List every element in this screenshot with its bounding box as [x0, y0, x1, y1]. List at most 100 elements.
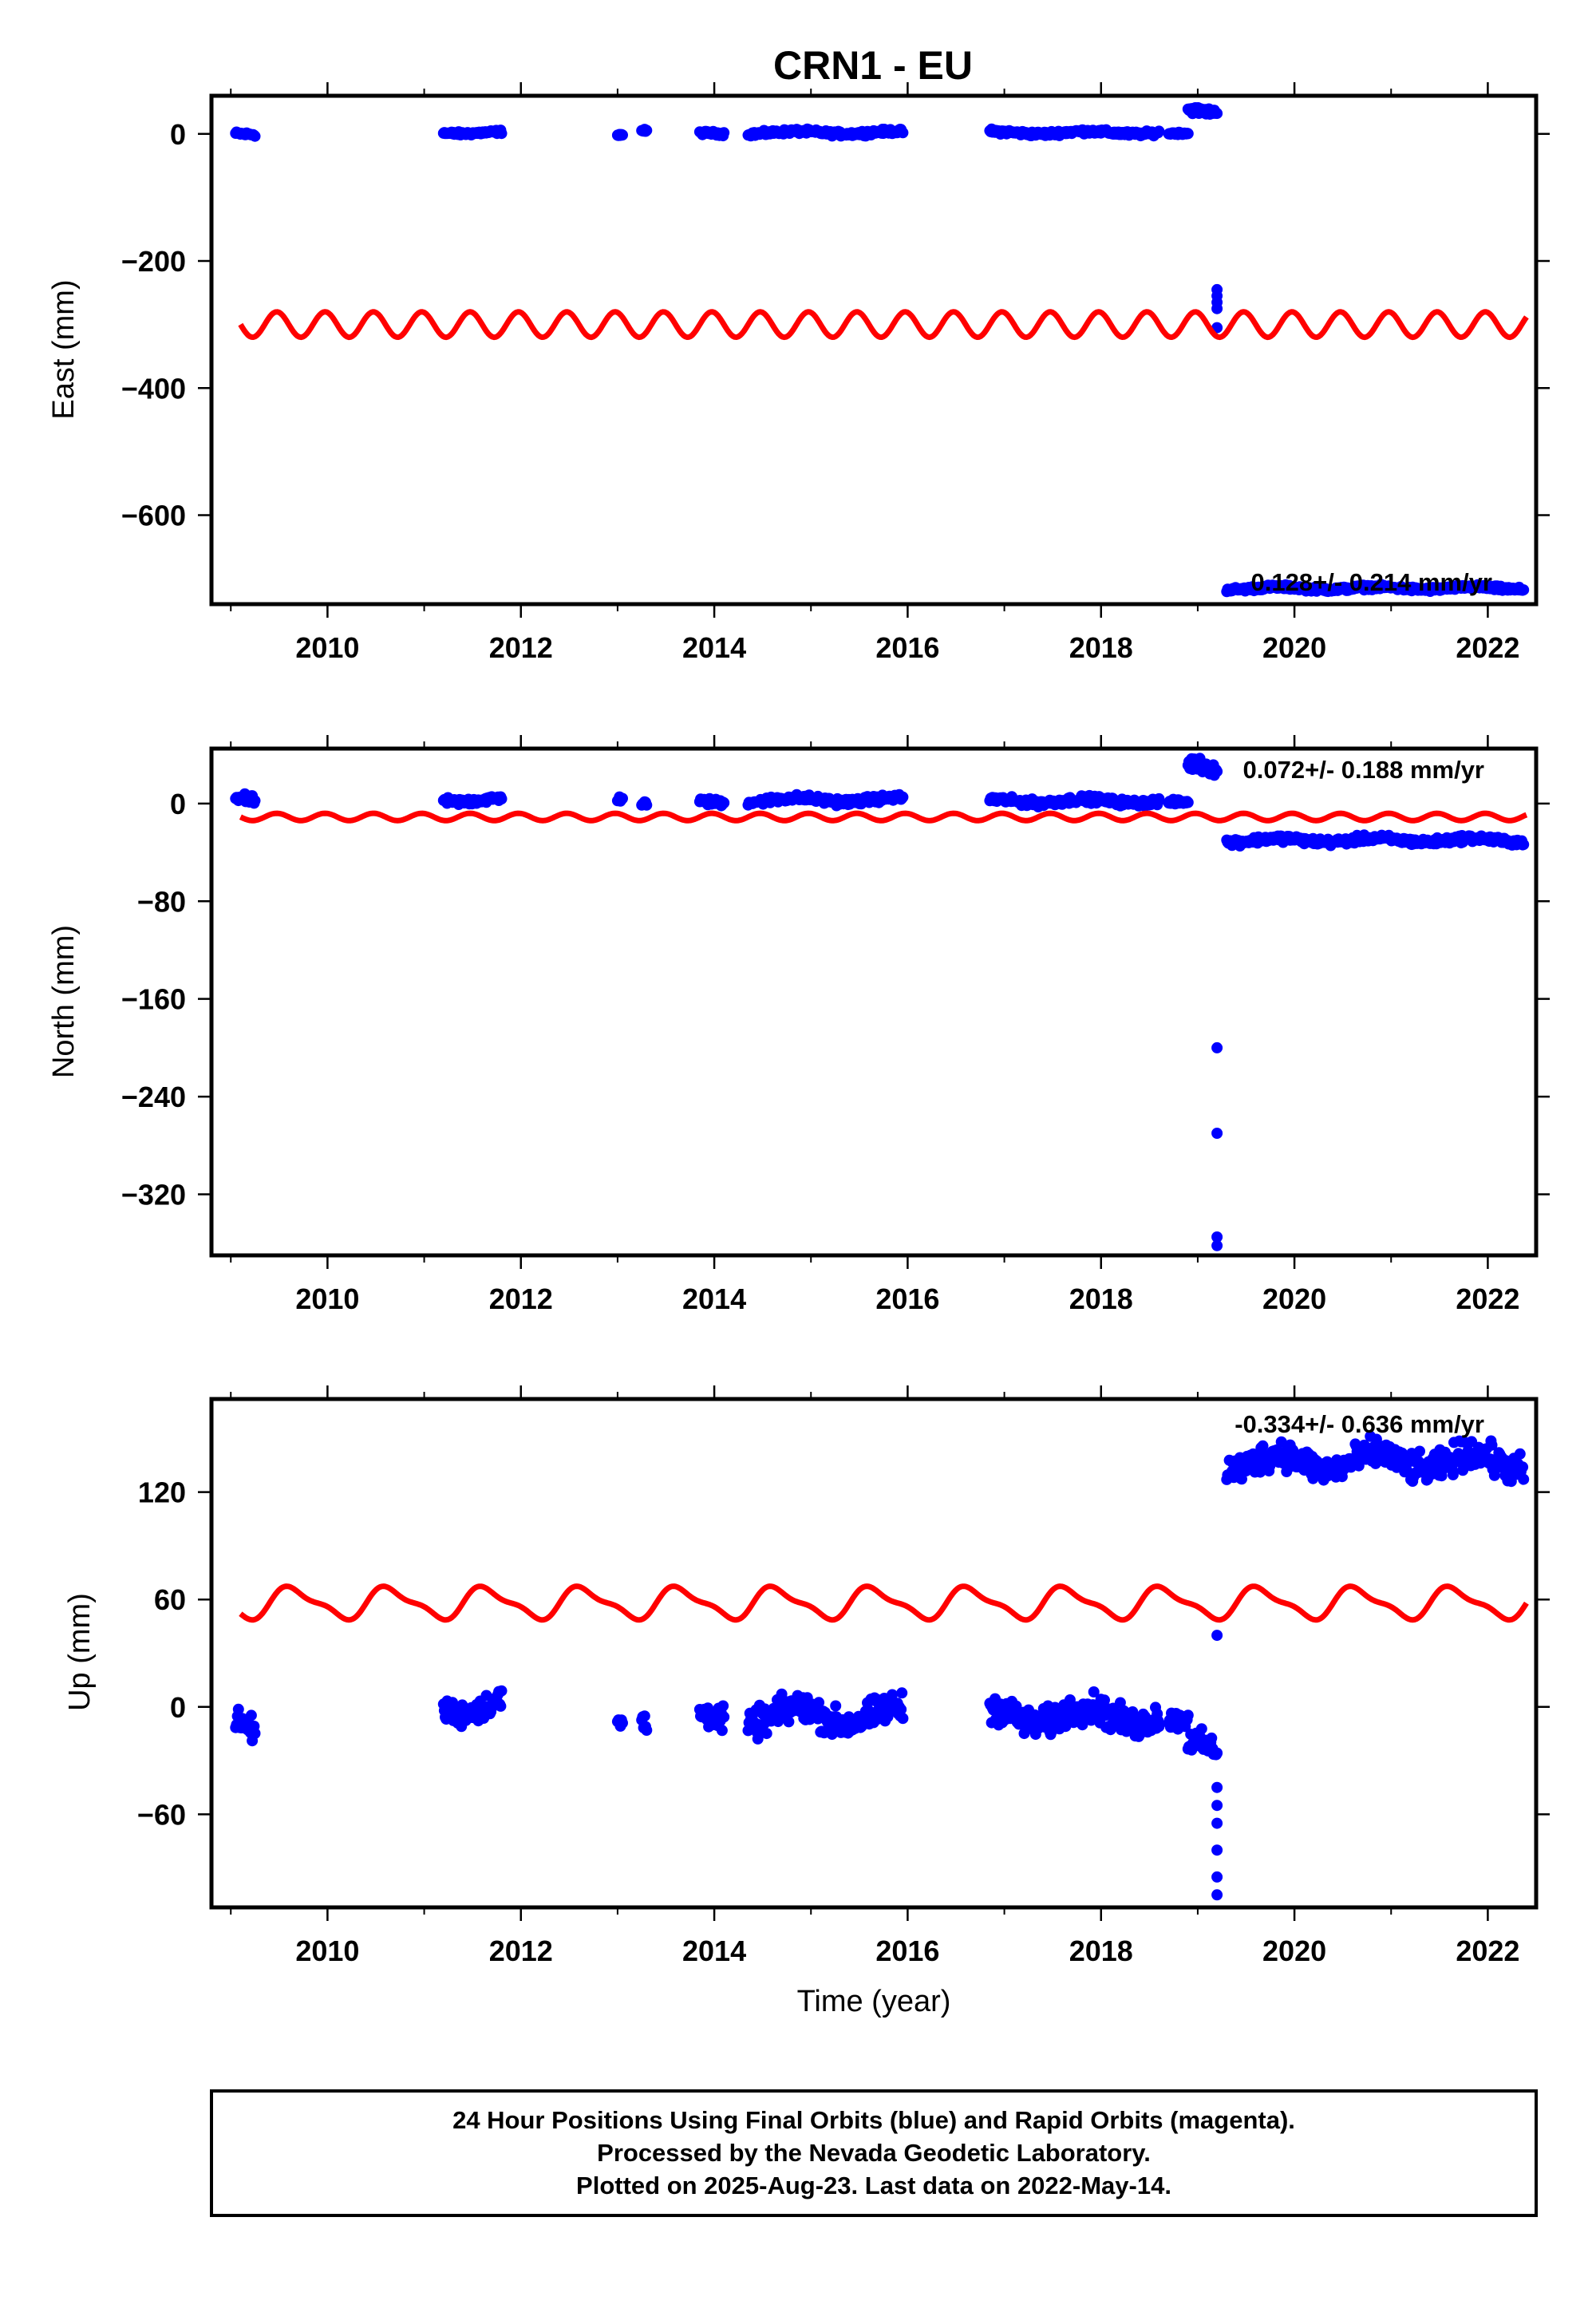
data-point-outlier — [1211, 1128, 1223, 1139]
data-point — [617, 129, 628, 141]
data-point — [896, 1687, 908, 1699]
data-point — [617, 792, 628, 804]
y-tick-label: −160 — [121, 983, 186, 1016]
x-tick-label: 2022 — [1456, 1935, 1519, 1967]
model-curve — [239, 810, 1528, 824]
x-axis-label: Time (year) — [797, 1985, 951, 2018]
data-point — [1099, 1694, 1110, 1706]
data-point — [1182, 796, 1194, 808]
data-series — [230, 1430, 1530, 1901]
data-point — [718, 797, 730, 808]
data-point — [718, 1711, 730, 1723]
data-point — [1153, 125, 1165, 137]
data-point — [638, 1710, 650, 1722]
data-point — [1211, 765, 1223, 777]
y-axis-label: North (mm) — [47, 925, 81, 1078]
chart-title: CRN1 - EU — [773, 43, 973, 88]
y-tick-label: −240 — [121, 1081, 186, 1113]
data-point-outlier — [1211, 1041, 1223, 1053]
y-tick-label: −80 — [137, 885, 186, 918]
north-panel: 2010 2012 2014 2016 2018 2020 2022 −320 −240 −160… — [47, 735, 1550, 1315]
x-tick-label: 2016 — [875, 631, 939, 664]
data-point — [783, 1716, 795, 1728]
x-tick-label: 2020 — [1262, 1282, 1326, 1315]
data-point-outlier — [1211, 302, 1223, 314]
data-point — [1153, 792, 1165, 804]
data-point-outlier — [1211, 1817, 1223, 1829]
model-curve — [238, 309, 1529, 341]
x-tick-label: 2010 — [295, 1282, 359, 1315]
data-point — [249, 1728, 261, 1739]
up-panel: 2010 2012 2014 2016 2018 2020 2022 −60 0 60 120 Up … — [63, 1385, 1550, 2018]
data-point — [496, 1685, 508, 1697]
data-point — [1518, 1473, 1530, 1485]
data-point — [1211, 1747, 1223, 1759]
footer-box: 24 Hour Positions Using Final Orbits (bl… — [210, 2089, 1538, 2217]
data-point — [897, 791, 909, 803]
x-tick-label: 2012 — [489, 1282, 553, 1315]
data-point — [232, 1703, 244, 1715]
data-point — [496, 793, 508, 804]
data-point — [1257, 1440, 1269, 1452]
x-tick-label: 2012 — [489, 631, 553, 664]
x-tick-label: 2018 — [1069, 631, 1133, 664]
footer-line-2: Processed by the Nevada Geodetic Laborat… — [597, 2139, 1151, 2167]
x-tick-label: 2016 — [875, 1935, 939, 1967]
plot-frame — [209, 93, 1539, 607]
data-point — [830, 1700, 842, 1712]
x-tick-label: 2022 — [1456, 1282, 1519, 1315]
x-tick-label: 2014 — [682, 1282, 746, 1315]
model-curve — [239, 1583, 1529, 1623]
y-axis-label: East (mm) — [47, 279, 81, 419]
y-tick-label: −600 — [121, 500, 186, 532]
data-point — [1064, 1694, 1076, 1705]
data-point — [496, 128, 508, 140]
plot-frame — [209, 746, 1539, 1258]
y-tick-label: 0 — [170, 118, 186, 151]
data-point — [1153, 1721, 1165, 1733]
x-tick-label: 2020 — [1262, 631, 1326, 664]
data-series — [230, 102, 1530, 598]
x-tick-label: 2010 — [295, 1935, 359, 1967]
rate-annotation: 0.072+/- 0.188 mm/yr — [1243, 756, 1484, 784]
data-point — [1088, 1686, 1100, 1697]
data-point — [1353, 1460, 1365, 1472]
y-tick-label: −200 — [121, 245, 186, 278]
data-point — [641, 124, 653, 136]
data-point-outlier — [1211, 1889, 1223, 1901]
data-point-outlier — [1211, 1231, 1223, 1243]
data-point — [1518, 839, 1530, 851]
data-point — [249, 795, 261, 807]
data-point — [1211, 108, 1223, 120]
data-point — [897, 127, 909, 139]
data-point-outlier — [1211, 1871, 1223, 1883]
footer-line-1: 24 Hour Positions Using Final Orbits (bl… — [452, 2106, 1295, 2134]
data-point-outlier — [1211, 1781, 1223, 1793]
data-point-outlier — [1211, 1844, 1223, 1856]
data-point — [1517, 1461, 1529, 1473]
data-point — [617, 1717, 628, 1729]
data-point — [882, 1711, 894, 1723]
y-tick-label: 60 — [154, 1583, 186, 1616]
data-point — [495, 1700, 507, 1712]
data-point — [249, 130, 261, 142]
y-tick-label: −400 — [121, 372, 186, 405]
data-point-outlier — [1211, 1630, 1223, 1642]
rate-annotation: 0.128+/- 0.214 mm/yr — [1251, 568, 1492, 596]
y-axis-label: Up (mm) — [63, 1593, 97, 1711]
y-tick-label: 0 — [170, 1691, 186, 1724]
x-tick-label: 2022 — [1456, 631, 1519, 664]
data-point — [641, 799, 653, 811]
x-tick-label: 2014 — [682, 1935, 746, 1967]
data-point — [1264, 1460, 1276, 1472]
data-point — [813, 1697, 825, 1709]
x-tick-label: 2016 — [875, 1282, 939, 1315]
data-point — [1182, 1709, 1194, 1721]
x-tick-label: 2014 — [682, 631, 746, 664]
east-panel: 2010 2012 2014 2016 2018 2020 2022 −600 −400 −200… — [47, 82, 1550, 664]
data-point-outlier — [1211, 1800, 1223, 1812]
data-point — [897, 1713, 909, 1725]
data-point — [1182, 128, 1194, 140]
